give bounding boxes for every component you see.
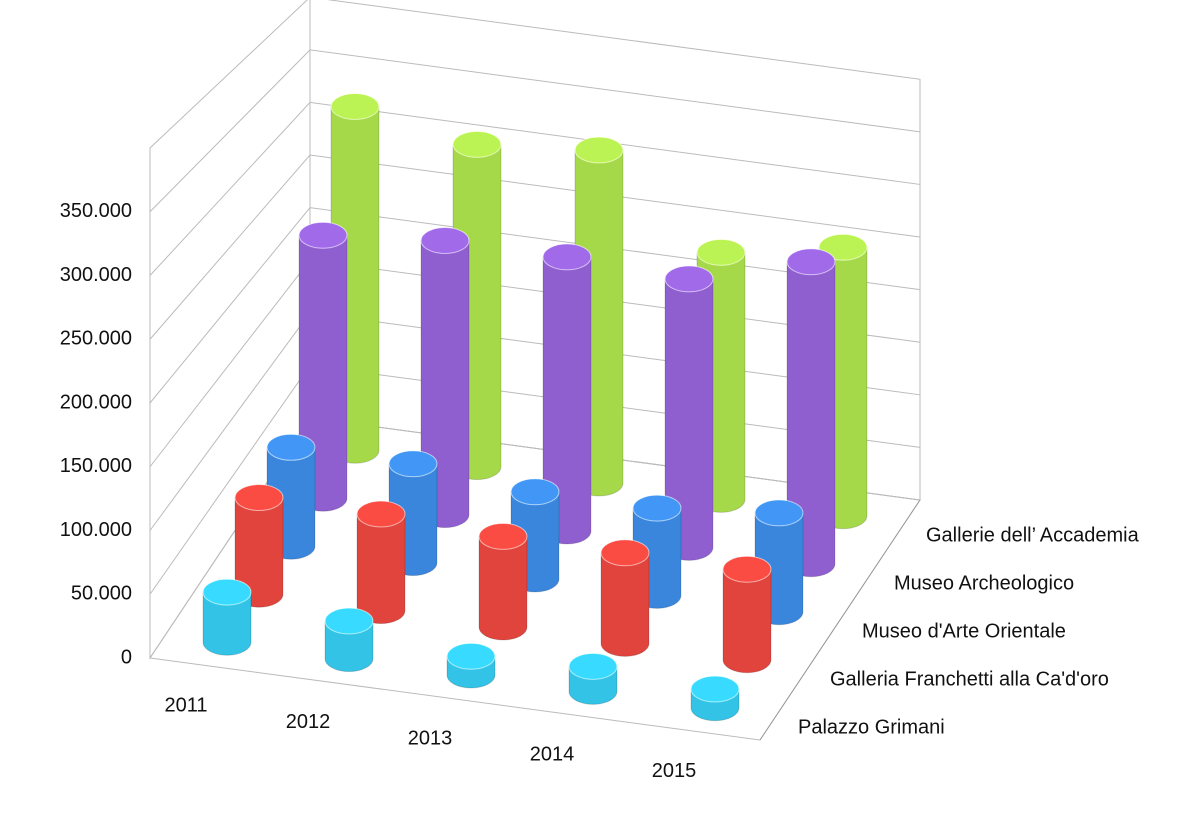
- legend-label: Museo Archeologico: [894, 572, 1074, 594]
- cylinder-top: [786, 248, 836, 276]
- cylinder-top: [202, 578, 252, 606]
- grid-line: [149, 49, 921, 213]
- cylinder-top: [664, 265, 714, 293]
- cylinder-top: [632, 494, 682, 522]
- depth-axis: [759, 499, 921, 741]
- y-tick-label: 200.000: [60, 391, 132, 413]
- cylinder: [234, 484, 284, 608]
- cylinder-top: [356, 500, 406, 528]
- cylinder-top: [452, 130, 502, 158]
- cylinder: [446, 642, 496, 689]
- y-tick-label: 100.000: [60, 519, 132, 541]
- cylinder-top: [568, 652, 618, 680]
- cylinder-top: [330, 92, 380, 120]
- x-tick-label: 2013: [408, 727, 453, 749]
- cylinder-top: [446, 642, 496, 670]
- y-tick-label: 150.000: [60, 455, 132, 477]
- cylinder-top: [754, 499, 804, 527]
- cylinder-body: [722, 568, 772, 674]
- legend-label: Museo d'Arte Orientale: [862, 620, 1066, 642]
- y-tick-label: 50.000: [71, 583, 132, 605]
- cylinder: [478, 522, 528, 641]
- cylinder-top: [818, 233, 868, 261]
- cylinder-top: [388, 450, 438, 478]
- cylinder-top: [324, 607, 374, 635]
- cylinder-top: [298, 221, 348, 249]
- cylinder-top: [510, 478, 560, 506]
- cylinder-body: [356, 513, 406, 625]
- legend-label: Gallerie dell’ Accademia: [926, 524, 1140, 546]
- cylinder: [600, 539, 650, 657]
- legend-label: Galleria Franchetti alla Ca'd'oro: [830, 668, 1109, 690]
- cylinder-top: [234, 484, 284, 512]
- y-tick-label: 0: [121, 646, 132, 668]
- x-tick-label: 2012: [286, 711, 331, 733]
- cylinder: [568, 652, 618, 705]
- y-tick-label: 350.000: [60, 200, 132, 222]
- y-tick-label: 250.000: [60, 328, 132, 350]
- grid-line: [149, 101, 921, 276]
- cylinder-top: [722, 555, 772, 583]
- cylinder-top: [542, 243, 592, 271]
- grid-line: [149, 154, 921, 340]
- cylinder-body: [600, 552, 650, 657]
- cylinder-top: [266, 433, 316, 461]
- cylinder-top: [574, 136, 624, 164]
- cylinder: [420, 226, 470, 529]
- cylinder: [324, 607, 374, 673]
- cylinder-body: [324, 620, 374, 673]
- cylinder: [690, 675, 740, 722]
- cylinder-top: [600, 539, 650, 567]
- x-tick-label: 2015: [652, 760, 697, 782]
- x-tick-label: 2011: [164, 694, 207, 716]
- cylinder: [664, 265, 714, 561]
- cylinder-top: [420, 226, 470, 254]
- x-tick-label: 2014: [530, 744, 575, 766]
- cylinder-body: [478, 535, 528, 641]
- legend-label: Palazzo Grimani: [798, 716, 945, 738]
- cylinder: [202, 578, 252, 656]
- cylinder-top: [478, 522, 528, 550]
- cylinder-top: [690, 675, 740, 703]
- cylinder-top: [696, 238, 746, 266]
- y-tick-label: 300.000: [60, 264, 132, 286]
- cylinder: [722, 555, 772, 674]
- cylinder-body: [202, 591, 252, 656]
- cylinder: [786, 248, 836, 578]
- cylinder: [356, 500, 406, 625]
